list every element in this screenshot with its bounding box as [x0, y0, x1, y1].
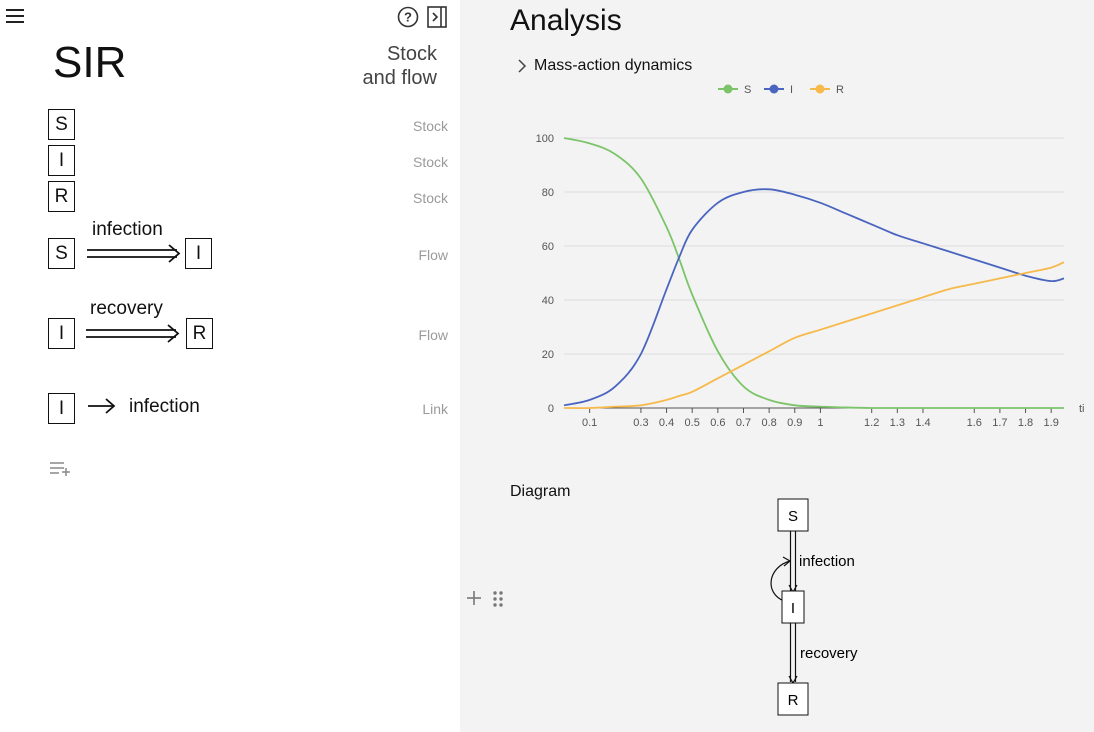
node-label: R: [788, 692, 799, 709]
x-tick-label: 0.6: [710, 417, 725, 429]
analysis-panel: Analysis Mass-action dynamics 0 20 40 60 80 1…: [460, 0, 1094, 732]
legend-label: R: [836, 84, 844, 96]
drag-handle-icon[interactable]: [493, 590, 503, 608]
analysis-title: Analysis: [510, 4, 622, 37]
x-tick-label: 1.7: [992, 417, 1007, 429]
x-axis-label: ti: [1079, 403, 1085, 415]
stock-s-box[interactable]: S: [48, 109, 75, 140]
link-target-label[interactable]: infection: [129, 396, 200, 417]
diagram-node-r[interactable]: R: [777, 682, 809, 716]
y-tick-label: 80: [542, 187, 554, 199]
node-label: I: [791, 600, 795, 617]
notebook-header-label: Stock and flow: [363, 42, 438, 90]
flow-source-box[interactable]: I: [48, 318, 75, 349]
svg-text:?: ?: [404, 10, 412, 25]
stock-i-box[interactable]: I: [48, 145, 75, 176]
help-icon[interactable]: ?: [397, 6, 419, 28]
series-line-i: [563, 188, 1065, 407]
flow-source-box[interactable]: S: [48, 238, 75, 269]
dynamics-chart: 0 20 40 60 80 100 0.1 0.3 0.4 0.5 0.6 0.7 0.8 0.9 1 1.2…: [536, 84, 1085, 429]
legend-marker-r: [815, 84, 825, 94]
cell-kind-label: Stock: [412, 190, 448, 206]
header-label-line2: and flow: [362, 67, 438, 89]
cell-kind-label: Stock: [412, 154, 448, 170]
stock-r-box[interactable]: R: [48, 181, 75, 212]
arrowhead-icon: [782, 556, 792, 567]
y-tick-label: 20: [542, 349, 554, 361]
x-tick-label: 1.4: [915, 417, 930, 429]
cell-kind-label: Link: [422, 401, 448, 417]
x-tick-label: 0.4: [659, 417, 674, 429]
cell-kind-label: Flow: [418, 327, 448, 343]
flow-name-recovery[interactable]: recovery: [90, 298, 163, 319]
legend-label: I: [790, 84, 793, 96]
flow-arrow-icon: [87, 244, 181, 263]
legend-label: S: [744, 84, 751, 96]
header-label-line1: Stock: [386, 43, 437, 65]
section-title: Mass-action dynamics: [534, 57, 693, 74]
collapse-panel-icon[interactable]: [427, 6, 447, 28]
x-tick-label: 1.6: [967, 417, 982, 429]
diagram-node-i[interactable]: I: [781, 590, 805, 624]
chevron-right-icon: [518, 59, 527, 73]
menu-icon[interactable]: [6, 8, 24, 24]
flow-target-box[interactable]: I: [185, 238, 212, 269]
x-tick-label: 1.9: [1044, 417, 1059, 429]
flow-target-box[interactable]: R: [186, 318, 213, 349]
series-line-s: [563, 137, 1064, 409]
y-tick-label: 60: [542, 241, 554, 253]
x-tick-label: 0.5: [685, 417, 700, 429]
y-tick-label: 100: [536, 133, 554, 145]
x-tick-label: 0.7: [736, 417, 751, 429]
x-tick-label: 1: [817, 417, 823, 429]
link-arrow-icon: [88, 398, 116, 414]
section-toggle[interactable]: Mass-action dynamics: [516, 57, 692, 75]
add-cell-icon[interactable]: [50, 460, 70, 476]
y-tick-label: 0: [548, 403, 554, 415]
add-icon[interactable]: [466, 590, 482, 606]
diagram-node-s[interactable]: S: [777, 498, 809, 532]
flow-label: infection: [799, 553, 855, 570]
cell-kind-label: Stock: [412, 118, 448, 134]
legend-marker-s: [723, 84, 733, 94]
link-source-box[interactable]: I: [48, 393, 75, 424]
x-tick-label: 1.8: [1018, 417, 1033, 429]
node-label: S: [788, 508, 798, 525]
x-tick-label: 1.2: [864, 417, 879, 429]
x-tick-label: 0.1: [582, 417, 597, 429]
flow-label: recovery: [800, 645, 858, 662]
legend-marker-i: [769, 84, 779, 94]
notebook-title: SIR: [53, 38, 127, 87]
x-tick-label: 0.9: [787, 417, 802, 429]
link-edge: [770, 560, 791, 602]
series-line-r: [563, 261, 1065, 409]
x-tick-label: 1.3: [890, 417, 905, 429]
y-tick-label: 40: [542, 295, 554, 307]
stock-flow-diagram: S I R infection recovery: [770, 498, 858, 716]
diagram-label: Diagram: [510, 483, 571, 500]
flow-arrow-icon: [86, 324, 180, 343]
x-tick-label: 0.8: [761, 417, 776, 429]
x-tick-label: 0.3: [633, 417, 648, 429]
notebook-panel: ? SIR Stock and flow S Stock I Stock R S…: [0, 0, 460, 732]
flow-name-infection[interactable]: infection: [92, 219, 163, 240]
cell-kind-label: Flow: [418, 247, 448, 263]
